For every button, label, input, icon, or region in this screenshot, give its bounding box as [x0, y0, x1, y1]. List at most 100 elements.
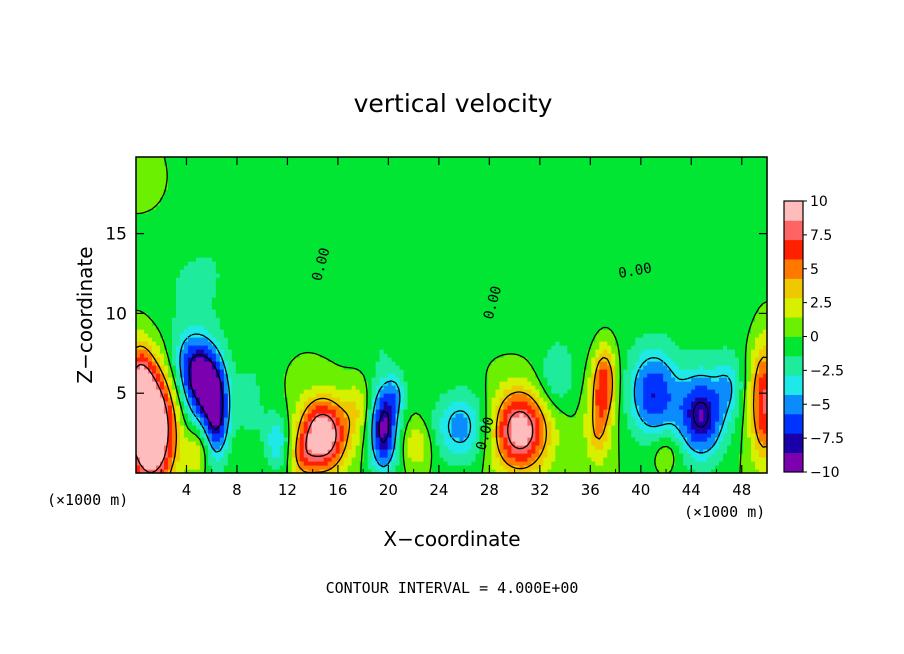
- heatmap-cell: [283, 449, 289, 454]
- heatmap-cell: [267, 453, 273, 458]
- heatmap-cell: [599, 389, 604, 394]
- heatmap-cell: [607, 393, 612, 398]
- heatmap-cell: [531, 361, 536, 366]
- heatmap-cell: [195, 381, 201, 386]
- heatmap-cell: [179, 353, 185, 358]
- heatmap-cell: [211, 389, 217, 394]
- heatmap-cell: [511, 345, 516, 350]
- heatmap-cell: [599, 437, 604, 442]
- heatmap-cell: [279, 453, 285, 458]
- heatmap-cell: [239, 449, 245, 454]
- heatmap-cell: [631, 449, 636, 454]
- heatmap-cell: [703, 465, 708, 470]
- heatmap-cell: [735, 441, 740, 446]
- heatmap-cell: [395, 469, 401, 474]
- heatmap-cell: [255, 413, 261, 418]
- heatmap-cell: [643, 377, 648, 382]
- heatmap-cell: [723, 421, 728, 426]
- heatmap-cell: [435, 389, 441, 394]
- heatmap-cell: [523, 469, 528, 474]
- heatmap-cell: [471, 469, 477, 474]
- heatmap-cell: [635, 437, 640, 442]
- heatmap-cell: [271, 397, 277, 402]
- heatmap-cell: [675, 413, 680, 418]
- heatmap-cell: [367, 373, 373, 378]
- heatmap-cell: [319, 425, 325, 430]
- heatmap-cell: [499, 349, 505, 354]
- heatmap-cell: [439, 345, 445, 350]
- heatmap-cell: [143, 425, 149, 430]
- heatmap-cell: [759, 465, 764, 470]
- heatmap-cell: [283, 357, 289, 362]
- heatmap-cell: [327, 393, 333, 398]
- heatmap-cell: [699, 353, 704, 358]
- heatmap-cell: [687, 377, 692, 382]
- heatmap-cell: [347, 449, 353, 454]
- heatmap-cell: [171, 345, 177, 350]
- heatmap-cell: [607, 445, 612, 450]
- heatmap-cell: [743, 425, 748, 430]
- heatmap-cell: [399, 397, 405, 402]
- heatmap-cell: [575, 453, 580, 458]
- heatmap-cell: [531, 401, 536, 406]
- heatmap-cell: [383, 469, 389, 474]
- heatmap-cell: [391, 401, 397, 406]
- heatmap-cell: [471, 345, 477, 350]
- heatmap-cell: [591, 457, 596, 462]
- heatmap-cell: [411, 397, 417, 402]
- heatmap-cell: [507, 373, 512, 378]
- heatmap-cell: [587, 441, 592, 446]
- heatmap-cell: [227, 425, 233, 430]
- heatmap-cell: [443, 385, 449, 390]
- heatmap-cell: [631, 365, 636, 370]
- heatmap-cell: [747, 369, 752, 374]
- heatmap-cell: [347, 369, 353, 374]
- heatmap-cell: [731, 373, 736, 378]
- heatmap-cell: [251, 433, 257, 438]
- heatmap-cell: [627, 441, 632, 446]
- heatmap-cell: [191, 401, 197, 406]
- heatmap-cell: [567, 421, 572, 426]
- heatmap-cell: [711, 361, 716, 366]
- heatmap-cell: [727, 385, 732, 390]
- heatmap-cell: [267, 405, 273, 410]
- heatmap-cell: [543, 417, 548, 422]
- heatmap-cell: [255, 385, 261, 390]
- heatmap-cell: [263, 381, 269, 386]
- heatmap-cell: [315, 389, 321, 394]
- heatmap-cell: [631, 405, 636, 410]
- heatmap-cell: [723, 465, 728, 470]
- heatmap-cell: [239, 453, 245, 458]
- heatmap-cell: [203, 461, 209, 466]
- heatmap-cell: [247, 461, 253, 466]
- heatmap-cell: [423, 461, 429, 466]
- heatmap-cell: [223, 405, 229, 410]
- heatmap-cell: [651, 453, 656, 458]
- heatmap-cell: [231, 345, 237, 350]
- heatmap-cell: [467, 365, 473, 370]
- heatmap-cell: [511, 353, 516, 358]
- heatmap-cell: [479, 461, 485, 466]
- heatmap-cell: [623, 453, 628, 458]
- heatmap-cell: [243, 453, 249, 458]
- heatmap-cell: [307, 441, 313, 446]
- heatmap-cell: [207, 429, 213, 434]
- heatmap-cell: [403, 393, 409, 398]
- heatmap-cell: [299, 401, 305, 406]
- heatmap-cell: [539, 425, 544, 430]
- heatmap-cell: [567, 425, 572, 430]
- heatmap-cell: [215, 389, 221, 394]
- heatmap-cell: [467, 393, 473, 398]
- heatmap-cell: [355, 393, 361, 398]
- heatmap-cell: [367, 381, 373, 386]
- heatmap-cell: [759, 413, 764, 418]
- heatmap-cell: [739, 381, 744, 386]
- heatmap-cell: [563, 441, 568, 446]
- heatmap-cell: [451, 405, 457, 410]
- heatmap-cell: [523, 385, 528, 390]
- heatmap-cell: [479, 369, 485, 374]
- heatmap-cell: [647, 353, 652, 358]
- heatmap-cell: [551, 361, 556, 366]
- heatmap-cell: [387, 393, 393, 398]
- heatmap-cell: [407, 381, 413, 386]
